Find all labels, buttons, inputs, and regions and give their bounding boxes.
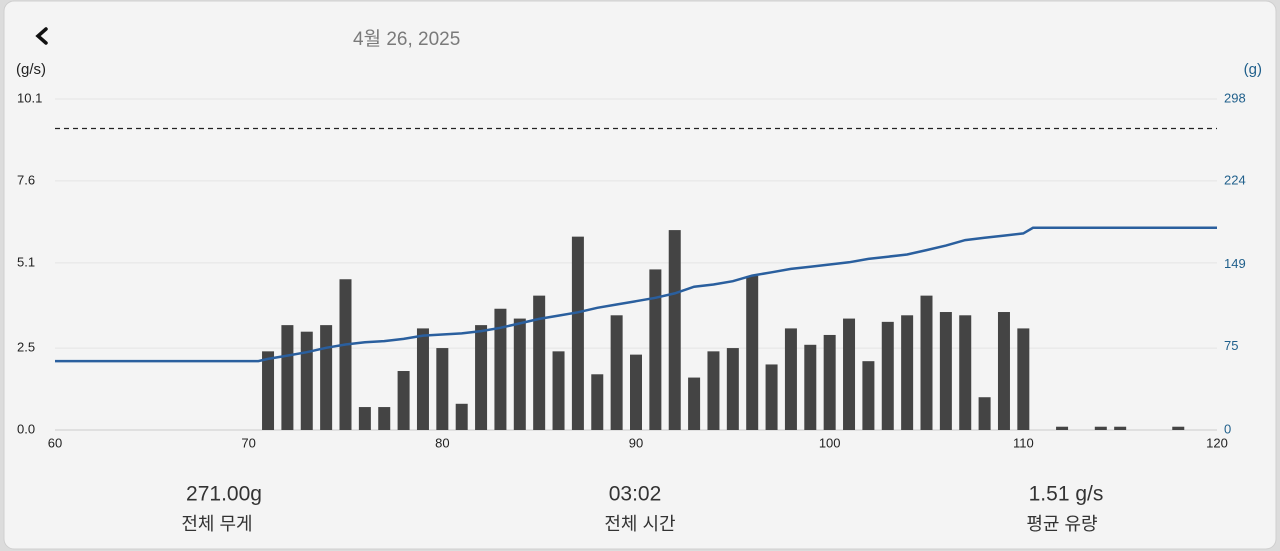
bar xyxy=(920,295,933,430)
stat-value: 03:02 xyxy=(609,483,662,506)
card xyxy=(3,0,1277,550)
bar xyxy=(1017,328,1030,430)
bar xyxy=(591,374,604,430)
bar xyxy=(746,275,759,430)
x-tick-label: 90 xyxy=(629,435,643,450)
y2-tick-label: 224 xyxy=(1224,173,1246,188)
bar xyxy=(668,230,681,430)
bar xyxy=(881,321,894,430)
bar xyxy=(610,315,623,430)
stat-label: 전체 시간 xyxy=(604,514,675,534)
y-tick-label: 2.5 xyxy=(17,340,35,355)
bar xyxy=(649,269,662,430)
bar xyxy=(804,344,817,430)
bar xyxy=(843,318,856,430)
bar xyxy=(901,315,914,430)
bar xyxy=(862,361,875,430)
bar xyxy=(765,364,778,430)
y2-tick-label: 298 xyxy=(1224,90,1246,105)
bar xyxy=(997,312,1010,430)
y-tick-label: 5.1 xyxy=(17,254,35,269)
bar xyxy=(939,312,952,430)
bar xyxy=(533,295,546,430)
stat-value: 1.51 g/s xyxy=(1029,483,1104,506)
y-axis-unit: (g/s) xyxy=(16,61,46,78)
stat-label: 전체 무게 xyxy=(181,514,252,534)
weight-line xyxy=(55,226,1217,363)
x-tick-label: 110 xyxy=(1013,435,1034,450)
bar xyxy=(455,403,468,430)
bar xyxy=(707,351,720,430)
bar xyxy=(552,351,565,430)
bar xyxy=(320,325,333,430)
bar xyxy=(784,328,797,430)
bar xyxy=(1094,426,1107,430)
y2-axis-unit: (g) xyxy=(1244,61,1262,78)
bar xyxy=(262,351,275,430)
bar xyxy=(475,325,488,430)
y-tick-label: 7.6 xyxy=(17,172,35,187)
y-tick-label: 0.0 xyxy=(17,421,35,436)
x-tick-label: 100 xyxy=(819,435,841,450)
bar xyxy=(358,407,371,430)
y-tick-label: 10.1 xyxy=(17,90,42,105)
y2-tick-label: 75 xyxy=(1224,338,1238,353)
date: 4월 26, 2025 xyxy=(353,28,460,50)
bar xyxy=(281,325,294,430)
y2-tick-label: 149 xyxy=(1224,256,1246,271)
bar xyxy=(978,397,991,430)
y2-tick-label: 0 xyxy=(1224,421,1231,436)
bar xyxy=(1056,426,1069,430)
back-button[interactable] xyxy=(35,27,48,45)
x-tick-label: 120 xyxy=(1206,435,1228,450)
stat-label: 평균 유량 xyxy=(1026,514,1097,534)
bar xyxy=(630,354,642,430)
bar xyxy=(397,371,410,430)
bar xyxy=(513,318,526,430)
bar xyxy=(494,308,507,430)
bar xyxy=(436,348,449,430)
bar xyxy=(378,407,391,430)
bar xyxy=(959,315,972,430)
plot: 0.0 2.5 5.1 7.6 10.1 0 75 149 224 298 60 70 80 90 100 1… xyxy=(17,90,1246,450)
bar xyxy=(416,328,429,430)
x-tick-label: 60 xyxy=(48,435,62,450)
bar xyxy=(1172,426,1185,430)
bar xyxy=(726,348,739,430)
bar xyxy=(823,334,836,430)
x-tick-label: 80 xyxy=(435,435,449,450)
bar xyxy=(571,236,584,430)
bar xyxy=(1114,426,1127,430)
bar xyxy=(688,377,701,430)
stat-value: 271.00g xyxy=(186,483,262,506)
bar xyxy=(339,279,352,430)
bar xyxy=(300,331,313,430)
x-tick-label: 70 xyxy=(241,435,255,450)
